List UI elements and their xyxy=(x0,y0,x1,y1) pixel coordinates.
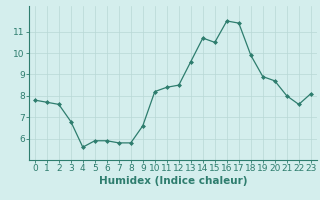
X-axis label: Humidex (Indice chaleur): Humidex (Indice chaleur) xyxy=(99,176,247,186)
